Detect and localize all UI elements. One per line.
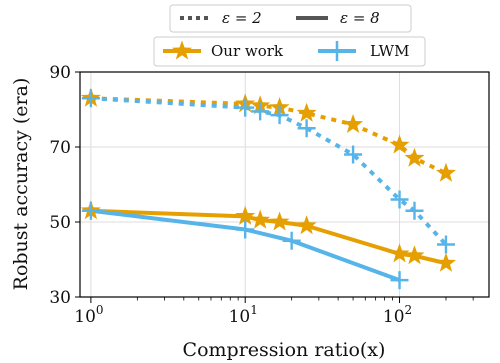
legend-style-frame	[169, 4, 412, 33]
series-line-lwm-eps8	[90, 208, 401, 283]
legend-ours-label: Our work	[211, 42, 284, 60]
data-point-plus	[236, 220, 255, 239]
data-point-star	[389, 134, 410, 154]
y-tick-label: 30	[49, 288, 71, 308]
legend-ours-star-icon	[172, 40, 192, 60]
data-point-star	[296, 215, 317, 235]
data-point-star	[404, 245, 425, 265]
legend-lwm-plus-icon	[327, 41, 347, 61]
legend-style: ε = 2 ε = 8	[169, 4, 412, 33]
data-point-star	[269, 211, 290, 231]
legend-lwm-label: LWM	[370, 42, 409, 60]
data-point-plus	[436, 235, 455, 254]
y-axis-label: Robust accuracy (era)	[10, 78, 32, 291]
data-point-star	[389, 243, 410, 263]
legend-solid-label: ε = 8	[340, 9, 380, 27]
x-tick-label: 100	[74, 303, 103, 327]
legend-method-frame	[153, 36, 426, 67]
legend-dotted-label: ε = 2	[222, 9, 262, 27]
data-point-plus	[270, 106, 289, 125]
data-point-plus	[81, 89, 100, 108]
data-point-star	[296, 102, 317, 122]
series-line-ours-eps2	[90, 96, 447, 176]
legend-method: Our work LWM	[153, 36, 426, 67]
axis-layer: 30 50 70 90 100 101 102	[49, 63, 474, 327]
data-point-plus	[297, 119, 316, 138]
x-tick-label: 102	[383, 303, 412, 327]
data-point-star	[250, 209, 271, 229]
data-point-star	[404, 147, 425, 167]
data-point-plus	[405, 201, 424, 220]
x-axis-label: Compression ratio(x)	[183, 339, 386, 361]
data-point-plus	[390, 190, 409, 209]
y-tick-label: 70	[49, 138, 71, 158]
data-point-star	[436, 162, 456, 182]
plot-frame	[79, 71, 490, 298]
data-point-plus	[344, 145, 363, 164]
data-point-plus	[236, 98, 255, 117]
y-tick-label: 50	[49, 213, 71, 233]
series-layer	[80, 87, 456, 290]
y-tick-label: 90	[49, 63, 71, 83]
data-point-star	[436, 252, 456, 272]
data-point-plus	[81, 201, 100, 220]
data-point-plus	[251, 102, 270, 121]
data-point-star	[343, 114, 364, 133]
data-point-plus	[282, 231, 301, 250]
data-point-plus	[390, 271, 409, 290]
x-tick-label: 101	[229, 303, 258, 327]
data-point-star	[235, 205, 256, 225]
